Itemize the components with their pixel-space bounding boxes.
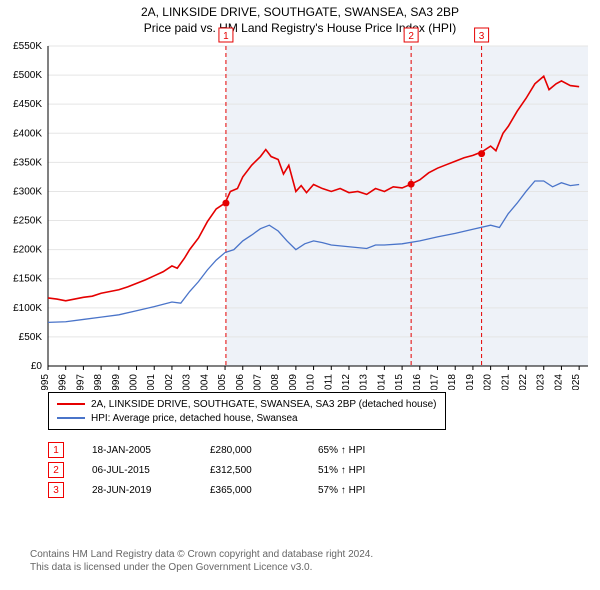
svg-text:2023: 2023 [536,374,547,390]
footer-line1: Contains HM Land Registry data © Crown c… [30,548,590,561]
svg-text:2012: 2012 [341,374,352,390]
svg-text:£550K: £550K [13,41,42,52]
svg-text:2024: 2024 [553,374,564,390]
sale-date: 18-JAN-2005 [92,445,182,456]
svg-text:2008: 2008 [270,374,281,390]
svg-text:£0: £0 [31,361,43,372]
sale-row: 3 28-JUN-2019 £365,000 57% ↑ HPI [48,480,398,500]
legend-item: 2A, LINKSIDE DRIVE, SOUTHGATE, SWANSEA, … [57,397,437,411]
svg-text:£400K: £400K [13,128,42,139]
svg-text:2002: 2002 [164,374,175,390]
sale-price: £280,000 [210,445,290,456]
sale-delta: 51% ↑ HPI [318,465,398,476]
svg-text:£50K: £50K [19,332,43,343]
svg-text:2017: 2017 [430,374,441,390]
sale-price: £312,500 [210,465,290,476]
svg-text:2009: 2009 [288,374,299,390]
sale-row: 1 18-JAN-2005 £280,000 65% ↑ HPI [48,440,398,460]
svg-text:2000: 2000 [129,374,140,390]
svg-text:1996: 1996 [58,374,69,390]
svg-text:£200K: £200K [13,245,42,256]
sale-delta: 57% ↑ HPI [318,485,398,496]
legend-label: 2A, LINKSIDE DRIVE, SOUTHGATE, SWANSEA, … [91,399,437,410]
svg-text:2004: 2004 [199,374,210,390]
svg-text:2016: 2016 [412,374,423,390]
svg-text:£250K: £250K [13,216,42,227]
svg-text:2022: 2022 [518,374,529,390]
svg-text:2025: 2025 [571,374,582,390]
legend-item: HPI: Average price, detached house, Swan… [57,411,437,425]
sale-index: 2 [48,462,64,478]
legend-swatch [57,417,85,419]
svg-text:2001: 2001 [146,374,157,390]
legend-swatch [57,403,85,405]
svg-text:£100K: £100K [13,303,42,314]
sale-row: 2 06-JUL-2015 £312,500 51% ↑ HPI [48,460,398,480]
svg-text:£350K: £350K [13,157,42,168]
svg-text:1: 1 [223,31,229,42]
sale-date: 06-JUL-2015 [92,465,182,476]
svg-text:2015: 2015 [394,374,405,390]
legend: 2A, LINKSIDE DRIVE, SOUTHGATE, SWANSEA, … [48,392,446,430]
svg-text:£300K: £300K [13,186,42,197]
svg-text:£150K: £150K [13,274,42,285]
sale-index: 1 [48,442,64,458]
svg-text:2007: 2007 [252,374,263,390]
sale-price: £365,000 [210,485,290,496]
sale-date: 28-JUN-2019 [92,485,182,496]
svg-text:2006: 2006 [235,374,246,390]
svg-text:2014: 2014 [376,374,387,390]
svg-text:£500K: £500K [13,70,42,81]
svg-text:2011: 2011 [323,374,334,390]
svg-text:2013: 2013 [359,374,370,390]
svg-text:3: 3 [479,31,485,42]
price-chart: £0 £50K £100K £150K £200K £250K £300K £350K £400… [0,0,600,390]
svg-text:2: 2 [408,31,414,42]
svg-text:2003: 2003 [182,374,193,390]
sale-delta: 65% ↑ HPI [318,445,398,456]
svg-text:2010: 2010 [306,374,317,390]
sales-table: 1 18-JAN-2005 £280,000 65% ↑ HPI 2 06-JUL-201… [48,440,398,500]
svg-text:2021: 2021 [500,374,511,390]
svg-text:£450K: £450K [13,99,42,110]
svg-text:2020: 2020 [483,374,494,390]
svg-text:1995: 1995 [40,374,51,390]
svg-text:2018: 2018 [447,374,458,390]
legend-label: HPI: Average price, detached house, Swan… [91,413,298,424]
svg-text:2005: 2005 [217,374,228,390]
attribution-footer: Contains HM Land Registry data © Crown c… [30,548,590,574]
svg-text:2019: 2019 [465,374,476,390]
chart-container: { "title_line1": "2A, LINKSIDE DRIVE, SO… [0,0,600,590]
svg-text:1998: 1998 [93,374,104,390]
svg-text:1999: 1999 [111,374,122,390]
sale-index: 3 [48,482,64,498]
svg-text:1997: 1997 [75,374,86,390]
footer-line2: This data is licensed under the Open Gov… [30,561,590,574]
